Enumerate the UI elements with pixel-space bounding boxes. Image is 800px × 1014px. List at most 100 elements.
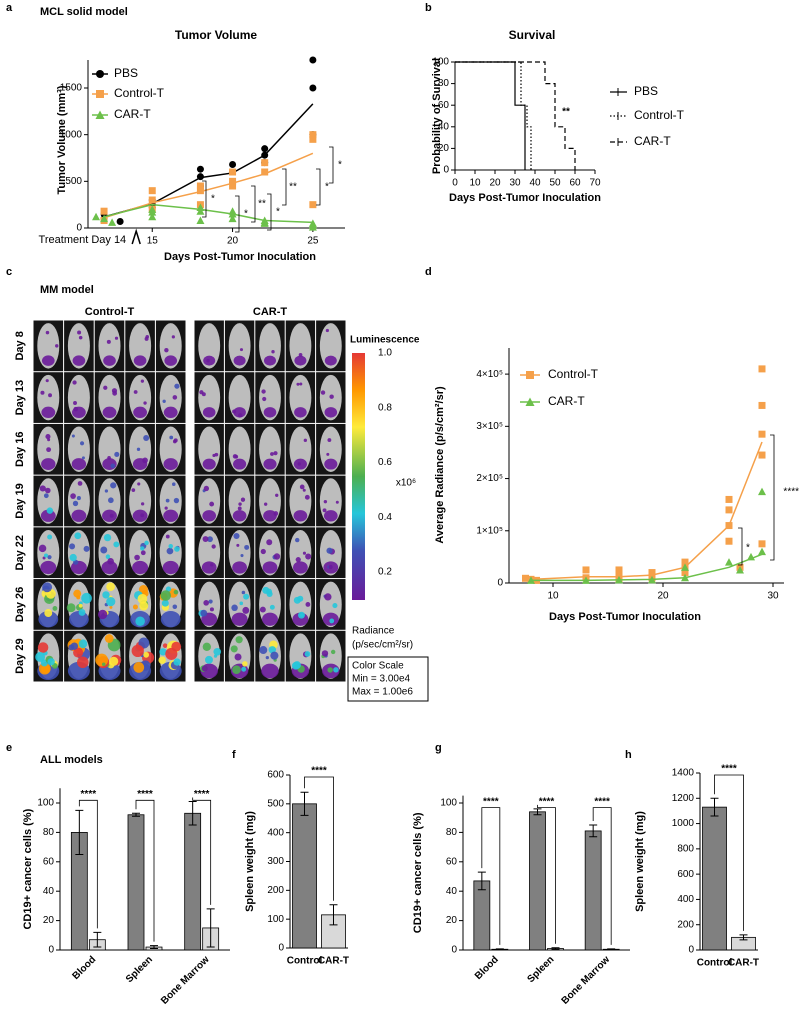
- mouse-body: [228, 323, 251, 369]
- signal: [327, 438, 332, 442]
- marker: [725, 506, 733, 514]
- y-tick-label: 100: [267, 914, 284, 925]
- signal: [262, 396, 267, 402]
- image-block: [194, 320, 346, 682]
- signal: [199, 390, 204, 395]
- signal: [212, 453, 216, 458]
- y-tick-label: 80: [43, 827, 55, 838]
- signal: [335, 500, 339, 504]
- signal: [333, 667, 339, 673]
- mouse-body: [289, 323, 312, 369]
- signal: [140, 502, 145, 506]
- signal: [164, 506, 168, 510]
- signal: [139, 601, 149, 611]
- y-tick-label: 1200: [672, 793, 695, 804]
- day-label: Day 19: [14, 483, 26, 518]
- day-label: Day 29: [14, 638, 26, 673]
- signal: [269, 604, 275, 610]
- significance: ****: [311, 766, 327, 777]
- chart-title: Survival: [509, 28, 556, 42]
- significance: **: [562, 107, 570, 118]
- significance-bracket: [235, 195, 240, 233]
- signal: [303, 438, 307, 442]
- bar: [292, 803, 317, 949]
- survival-curve: [455, 61, 526, 170]
- survival-curve: [455, 61, 576, 170]
- significance-bracket: [267, 193, 272, 231]
- significance-bracket: [78, 799, 98, 929]
- significance: ****: [81, 789, 97, 800]
- signal: [298, 611, 305, 619]
- signal: [275, 493, 279, 497]
- significance-bracket: [770, 434, 775, 561]
- x-tick-label: Blood: [71, 954, 99, 982]
- marker: [725, 558, 733, 566]
- signal: [45, 379, 49, 383]
- signal: [235, 636, 243, 644]
- legend-label: Control-T: [548, 367, 599, 381]
- signal: [77, 481, 83, 486]
- panel-letter: b: [425, 2, 432, 14]
- colorbar-label: Radiance: [352, 626, 395, 637]
- signal: [140, 513, 145, 518]
- significance-bracket: [304, 776, 334, 901]
- signal: [72, 500, 79, 507]
- signal: [232, 409, 237, 414]
- signal: [41, 458, 56, 470]
- panel-letter: c: [6, 266, 12, 278]
- signal: [172, 482, 176, 486]
- marker: [758, 401, 766, 409]
- colorbar-tick-label: 0.2: [378, 567, 392, 578]
- signal: [202, 458, 216, 470]
- scale-text: Color Scale: [352, 661, 404, 672]
- y-tick-label: 40: [446, 886, 458, 897]
- marker: [116, 217, 124, 225]
- signal: [293, 561, 308, 574]
- signal: [110, 482, 117, 489]
- marker: [615, 575, 623, 584]
- y-tick-label: 1000: [60, 129, 83, 140]
- signal: [131, 488, 136, 492]
- signal: [140, 546, 145, 551]
- signal: [273, 511, 279, 516]
- signal: [42, 556, 46, 560]
- marker: [725, 537, 733, 545]
- colorbar-title: Luminescence: [350, 335, 420, 346]
- signal: [71, 458, 87, 470]
- y-tick-label: 1×10⁵: [476, 525, 503, 536]
- marker: [229, 168, 237, 176]
- signal: [164, 355, 178, 366]
- y-tick-label: 800: [677, 843, 694, 854]
- signal: [172, 395, 178, 400]
- colorbar-tick-label: 1.0: [378, 348, 392, 359]
- x-axis-label: Days Post-Tumor Inoculation: [549, 611, 701, 623]
- signal: [293, 510, 308, 522]
- significance: *: [338, 160, 342, 171]
- signal: [166, 547, 174, 555]
- marker: [148, 196, 156, 204]
- signal: [305, 553, 312, 560]
- mouse-body: [289, 426, 312, 473]
- signal: [44, 609, 53, 618]
- y-tick-label: 20: [43, 915, 55, 926]
- y-tick-label: 40: [43, 886, 55, 897]
- signal: [81, 456, 85, 460]
- section-title: MM model: [40, 284, 94, 296]
- y-axis-label: CD19+ cancer cells (%): [22, 808, 34, 929]
- bar: [529, 811, 546, 951]
- panel-letter: f: [232, 749, 236, 761]
- marker: [758, 547, 766, 556]
- error-bar: [93, 931, 102, 948]
- mouse-body: [228, 478, 251, 524]
- y-tick-label: 200: [267, 885, 284, 896]
- signal: [261, 389, 266, 394]
- signal: [45, 330, 50, 335]
- colorbar-tick-label: 0.4: [378, 512, 392, 523]
- signal: [38, 544, 47, 553]
- mouse-body: [259, 374, 281, 421]
- signal: [101, 560, 118, 575]
- marker: [681, 558, 689, 566]
- marker: [228, 214, 237, 223]
- signal: [78, 603, 83, 608]
- marker: [229, 177, 237, 185]
